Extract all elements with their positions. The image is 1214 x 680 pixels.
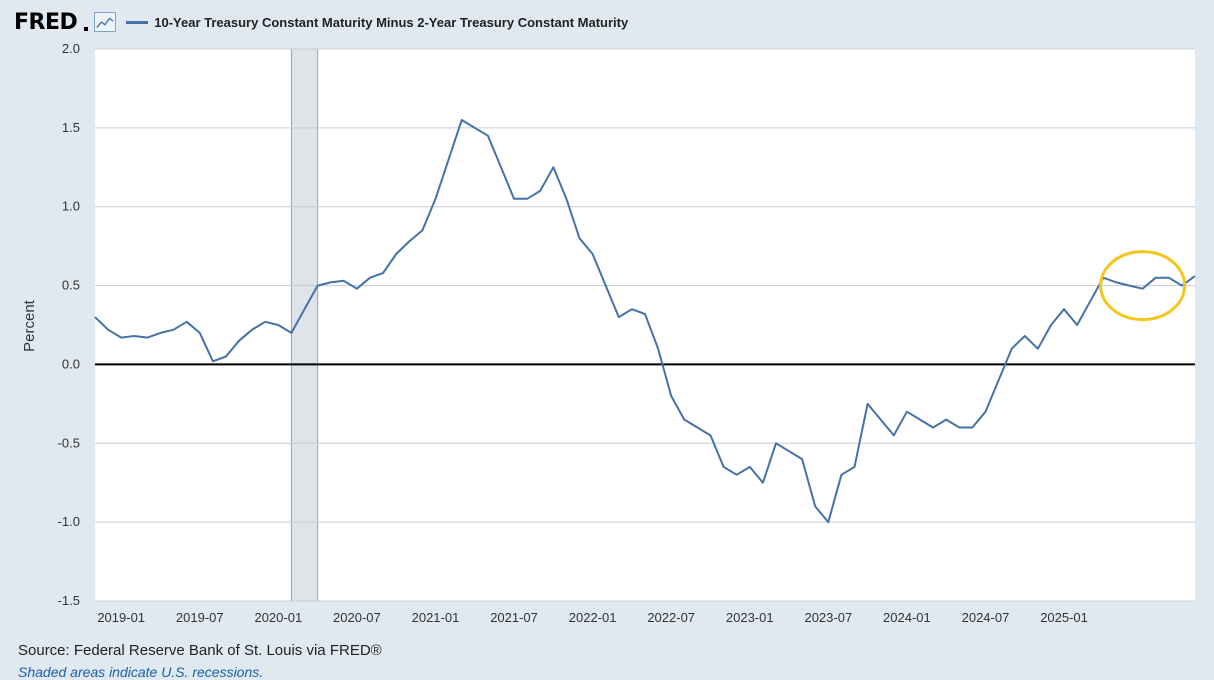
x-tick-label: 2022-07 (647, 610, 695, 625)
x-tick-labels: 2019-01 2019-07 2020-01 2020-07 2021-01 2021-… (97, 610, 1088, 625)
x-tick-label: 2022-01 (569, 610, 617, 625)
x-tick-label: 2021-01 (412, 610, 460, 625)
x-tick-label: 2020-01 (254, 610, 302, 625)
y-tick-label: -1.0 (58, 514, 80, 529)
legend-swatch (126, 20, 149, 24)
x-tick-label: 2020-07 (333, 610, 381, 625)
y-tick-labels: 2.0 1.5 1.0 0.5 0.0 -0.5 -1.0 -1.5 (58, 41, 80, 608)
line-graph-icon (94, 12, 117, 32)
x-tick-label: 2023-01 (726, 610, 774, 625)
x-tick-label: 2024-07 (962, 610, 1010, 625)
series-title[interactable]: 10-Year Treasury Constant Maturity Minus… (154, 14, 629, 30)
series-layer (94, 119, 1196, 524)
x-tick-label: 2023-07 (804, 610, 852, 625)
source-text: Source: Federal Reserve Bank of St. Loui… (18, 642, 382, 659)
y-tick-label: 1.0 (62, 199, 80, 214)
chart-header: FRED 10-Year Treasury Constant Maturity … (14, 8, 628, 36)
highlight-circle (1099, 250, 1187, 322)
grid-layer (95, 48, 1195, 602)
y-axis-label: Percent (21, 299, 38, 352)
x-tick-label: 2021-07 (490, 610, 538, 625)
x-tick-label: 2024-01 (883, 610, 931, 625)
x-tick-label: 2025-01 (1040, 610, 1088, 625)
y-tick-label: -0.5 (58, 435, 80, 450)
y-tick-label: 1.5 (62, 120, 80, 135)
x-tick-label: 2019-01 (97, 610, 145, 625)
series-line (94, 119, 1196, 524)
annotation-layer (1099, 250, 1187, 322)
y-tick-label: 2.0 (62, 41, 80, 56)
y-tick-label: -1.5 (58, 593, 80, 608)
y-tick-label: 0.5 (62, 278, 80, 293)
fred-logo[interactable]: FRED (14, 9, 78, 35)
y-tick-label: 0.0 (62, 356, 80, 371)
x-tick-label: 2019-07 (176, 610, 224, 625)
recession-note-link[interactable]: Shaded areas indicate U.S. recessions. (18, 664, 264, 680)
logo-dot (84, 27, 89, 31)
